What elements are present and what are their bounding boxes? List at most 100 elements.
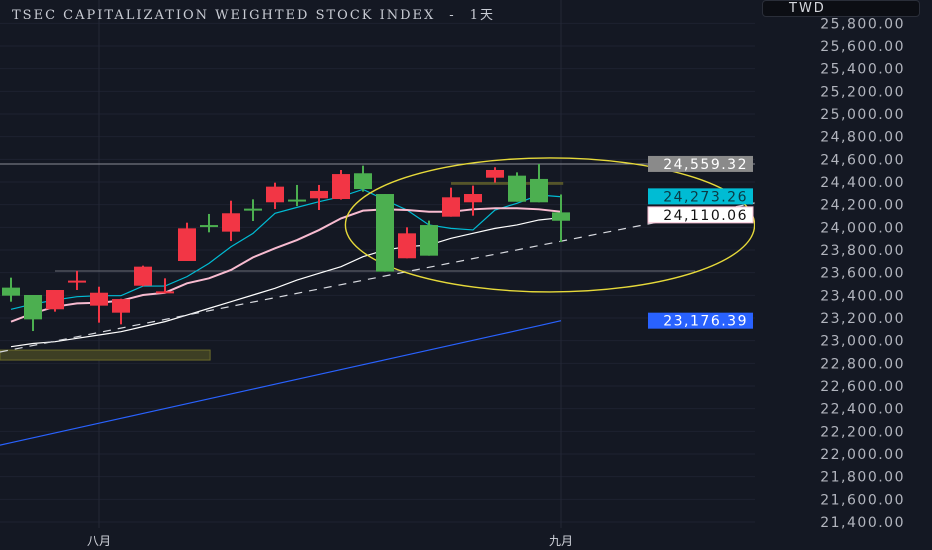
y-tick-label: 21,400.00 [820, 515, 905, 531]
candle-body [200, 225, 218, 228]
price-label: 23,176.39 [648, 312, 753, 330]
price-axis [755, 0, 932, 550]
candle-body [244, 208, 262, 211]
moving-average-line-white [10, 217, 562, 348]
candle-body [398, 233, 416, 259]
y-tick-label: 22,400.00 [820, 402, 905, 418]
candle [266, 182, 284, 209]
y-tick-label: 24,400.00 [820, 175, 905, 191]
currency-button[interactable]: TWD [762, 0, 920, 17]
candle [222, 200, 240, 242]
candle [354, 165, 372, 192]
candle [134, 265, 152, 287]
y-tick-label: 24,200.00 [820, 198, 905, 214]
price-label: 24,110.06 [647, 206, 754, 224]
y-tick-label: 23,400.00 [820, 288, 905, 304]
x-tick-label: 九月 [549, 534, 573, 548]
moving-average-line-cyan [10, 188, 562, 310]
y-tick-label: 22,800.00 [820, 356, 905, 372]
candle [442, 187, 460, 217]
moving-average-line-blue [10, 320, 562, 444]
interval-label[interactable]: 1天 [469, 8, 495, 23]
plot-area [0, 0, 755, 528]
candle-body [354, 173, 372, 190]
candle [46, 290, 64, 312]
title-separator: - [449, 8, 456, 23]
candle [178, 222, 196, 261]
y-tick-label: 21,600.00 [820, 492, 905, 508]
candle [288, 184, 306, 207]
candle [332, 169, 350, 200]
y-tick-label: 23,600.00 [820, 266, 905, 282]
y-tick-label: 24,800.00 [820, 130, 905, 146]
candle-body [46, 290, 64, 310]
candle [200, 213, 218, 233]
price-label-text: 24,559.32 [663, 157, 748, 173]
y-tick-label: 23,800.00 [820, 243, 905, 259]
y-tick-label: 25,000.00 [820, 107, 905, 123]
highlight-box-lower [0, 349, 211, 361]
candle [24, 294, 42, 332]
y-tick-label: 25,800.00 [820, 16, 905, 32]
candle-body [90, 292, 108, 306]
price-label: 24,273.26 [648, 188, 753, 205]
y-tick-label: 25,200.00 [820, 84, 905, 100]
candle [508, 172, 526, 202]
candle-body [156, 291, 174, 294]
candle [420, 220, 438, 256]
y-tick-label: 22,000.00 [820, 447, 905, 463]
candle-body [112, 299, 130, 313]
candle-body [68, 280, 86, 283]
y-tick-label: 23,200.00 [820, 311, 905, 327]
candle [398, 227, 416, 259]
price-label-bg [647, 206, 754, 224]
candle [486, 167, 504, 183]
price-label-bg [648, 188, 753, 205]
candle-body [508, 175, 526, 202]
candle-body [24, 294, 42, 320]
moving-average-line-blue-extension [0, 442, 12, 446]
candle-body [332, 174, 350, 199]
candle-body [552, 212, 570, 221]
candle [112, 298, 130, 325]
candle [376, 194, 394, 272]
candle-body [376, 194, 394, 272]
candle-body [222, 213, 240, 232]
candle-body [266, 186, 284, 203]
price-label-text: 23,176.39 [663, 314, 748, 330]
price-label: 24,559.32 [648, 155, 753, 173]
symbol-title: TSEC CAPITALIZATION WEIGHTED STOCK INDEX [12, 8, 436, 23]
y-tick-label: 23,000.00 [820, 334, 905, 350]
x-tick-label: 八月 [87, 534, 111, 548]
candle-body [442, 197, 460, 217]
candle [244, 199, 262, 221]
candle-body [464, 194, 482, 203]
highlight-box-upper [451, 182, 564, 185]
y-tick-label: 25,600.00 [820, 39, 905, 55]
y-tick-label: 24,000.00 [820, 220, 905, 236]
candle-body [134, 266, 152, 286]
candle [552, 194, 570, 243]
price-label-bg [648, 155, 753, 172]
candle [68, 270, 86, 291]
candle [90, 286, 108, 323]
y-tick-label: 22,600.00 [820, 379, 905, 395]
y-tick-label: 22,200.00 [820, 424, 905, 440]
candle [310, 184, 328, 210]
chart-title: TSEC CAPITALIZATION WEIGHTED STOCK INDEX… [12, 4, 495, 23]
y-tick-label: 25,400.00 [820, 62, 905, 78]
candle-body [310, 190, 328, 199]
candle [2, 277, 20, 302]
candle [464, 185, 482, 216]
y-tick-label: 24,600.00 [820, 152, 905, 168]
candle-body [530, 178, 548, 203]
price-label-bg [648, 312, 753, 329]
candle-body [288, 199, 306, 202]
candle [530, 163, 548, 203]
candle-body [420, 225, 438, 256]
y-tick-label: 21,800.00 [820, 470, 905, 486]
candle-body [178, 228, 196, 261]
ellipse-drawing [344, 157, 755, 293]
